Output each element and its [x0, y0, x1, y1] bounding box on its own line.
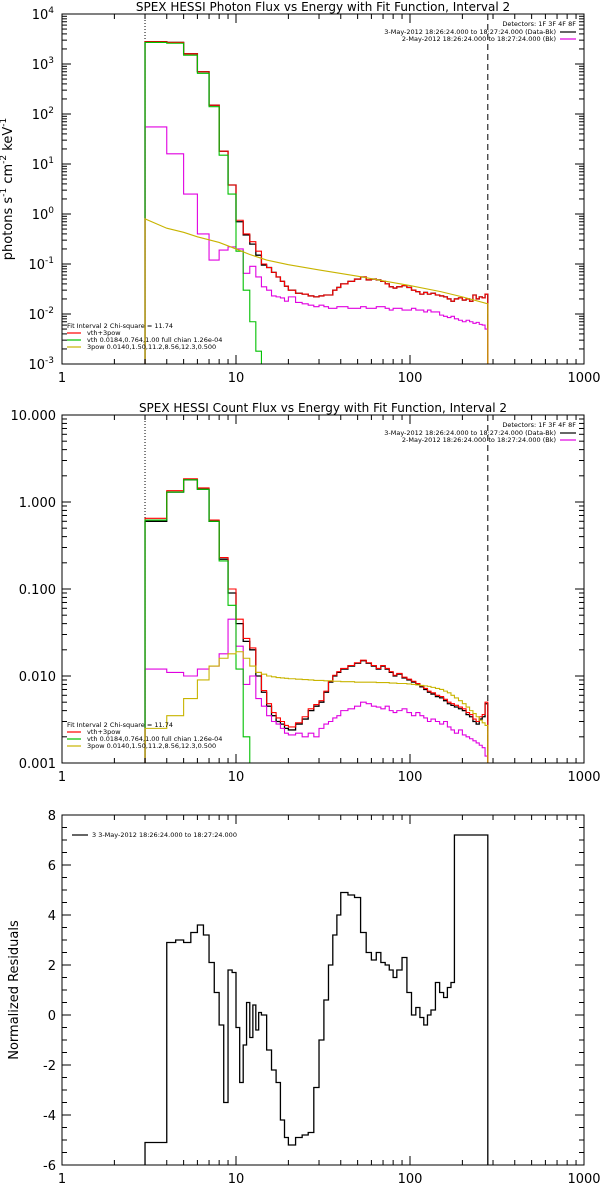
x-tick-label: 1 — [58, 770, 66, 785]
y-tick-exponent: -3 — [45, 356, 54, 366]
y-tick-label: -2 — [43, 1059, 56, 1074]
legend-header: Fit Interval 2 Chi-square = 11.74 — [67, 721, 173, 729]
series-line-2 — [144, 126, 489, 364]
y-tick-label: 8 — [48, 809, 56, 824]
legend-entry-text: vth+3pow — [87, 329, 121, 337]
legend-entry-text: vth 0.0184,0.764,1.00 full chian 1.26e-0… — [87, 336, 222, 344]
y-tick-base: 10 — [28, 308, 45, 323]
series-group — [144, 478, 489, 763]
y-tick-base: 10 — [32, 158, 49, 173]
y-tick-base: 10 — [32, 208, 49, 223]
y-tick-label: 1.000 — [19, 496, 56, 511]
y-tick-label: 104 — [32, 6, 55, 23]
y-label-part: cm — [1, 164, 16, 188]
series-line-1 — [144, 40, 489, 364]
y-tick-base: 10 — [28, 358, 45, 373]
chart-panel-1: SPEX HESSI Photon Flux vs Energy with Fi… — [0, 0, 600, 386]
y-label-sup: -1 — [0, 188, 9, 197]
y-tick-label: 6 — [48, 859, 56, 874]
y-tick-exponent: -1 — [45, 256, 54, 266]
y-tick-label: 0 — [48, 1009, 56, 1024]
chart-title: SPEX HESSI Count Flux vs Energy with Fit… — [139, 401, 507, 415]
y-tick-exponent: 4 — [48, 6, 54, 16]
y-tick-label: -6 — [43, 1159, 56, 1174]
legend-entry-text: 2-May-2012 18:26:24.000 to 18:27:24.000 … — [402, 35, 556, 43]
x-tick-label: 1000 — [567, 770, 600, 785]
series-group — [144, 40, 489, 364]
y-tick-exponent: 0 — [48, 206, 54, 216]
y-label-part: keV — [1, 127, 16, 155]
x-tick-label: 100 — [398, 1172, 423, 1187]
y-label-sup: -2 — [0, 155, 9, 164]
y-tick-base: 10 — [32, 8, 49, 23]
series-line-1 — [144, 479, 489, 763]
x-tick-label: 1 — [58, 371, 66, 386]
y-tick-base: 10 — [32, 108, 49, 123]
legend-entry-text: 3pow 0.0140,1.50,11.2,8.56,12.3,0.500 — [87, 742, 216, 750]
y-tick-label: 10-3 — [28, 356, 54, 373]
y-tick-label: 10-1 — [28, 256, 54, 273]
y-tick-label: 10.000 — [11, 409, 57, 424]
legend-entry-text: 3 3-May-2012 18:26:24.000 to 18:27:24.00… — [92, 831, 237, 839]
axes-frame — [61, 814, 585, 1166]
series-line-3 — [144, 478, 489, 763]
y-tick-label: 101 — [32, 156, 54, 173]
legend-header: Fit Interval 2 Chi-square = 11.74 — [67, 322, 173, 330]
y-tick-label: 100 — [32, 206, 55, 223]
chart-panel-2: SPEX HESSI Count Flux vs Energy with Fit… — [11, 401, 600, 785]
y-tick-exponent: 3 — [48, 56, 54, 66]
series-line-4 — [144, 41, 262, 364]
y-tick-label: 102 — [32, 106, 54, 123]
y-tick-label: 103 — [32, 56, 54, 73]
series-line-5 — [144, 218, 489, 364]
axes-frame — [61, 13, 585, 365]
y-tick-label: 4 — [48, 909, 56, 924]
y-tick-exponent: -2 — [45, 306, 54, 316]
legend-entry-text: 3-May-2012 18:26:24.000 to 18:27:24.000 … — [384, 28, 556, 36]
y-label-part: photons s — [1, 197, 16, 261]
legend-entry-text: vth+3pow — [87, 728, 121, 736]
x-tick-label: 100 — [398, 371, 423, 386]
series-line-1 — [144, 834, 489, 1165]
y-tick-label: 0.100 — [19, 583, 56, 598]
y-axis-label: photons s-1 cm-2 keV-1 — [0, 118, 16, 260]
legend-entry-text: 3pow 0.0140,1.50,11.2,8.56,12.3,0.500 — [87, 343, 216, 351]
y-tick-exponent: 2 — [48, 106, 54, 116]
x-tick-label: 10 — [228, 371, 245, 386]
y-tick-label: -4 — [43, 1109, 56, 1124]
x-tick-label: 1000 — [567, 1172, 600, 1187]
y-tick-base: 10 — [28, 258, 45, 273]
axes-frame — [61, 414, 585, 764]
x-tick-label: 100 — [398, 770, 423, 785]
y-axis-label: Normalized Residuals — [7, 920, 22, 1060]
series-line-3 — [144, 41, 489, 364]
x-tick-label: 10 — [228, 770, 245, 785]
y-tick-base: 10 — [32, 58, 49, 73]
y-tick-label: 0.001 — [19, 757, 56, 772]
y-tick-label: 0.010 — [19, 670, 56, 685]
y-tick-label: 2 — [48, 959, 56, 974]
series-line-4 — [144, 479, 251, 763]
series-line-5 — [144, 651, 489, 763]
x-tick-label: 1000 — [567, 371, 600, 386]
series-line-2 — [144, 618, 489, 763]
legend-header: Detectors: 1F 3F 4F 8F — [502, 20, 576, 28]
series-group — [144, 834, 489, 1165]
y-tick-exponent: 1 — [48, 156, 54, 166]
x-tick-label: 1 — [58, 1172, 66, 1187]
legend-header: Detectors: 1F 3F 4F 8F — [502, 421, 576, 429]
legend-entry-text: 2-May-2012 18:26:24.000 to 18:27:24.000 … — [402, 436, 556, 444]
chart-title: SPEX HESSI Photon Flux vs Energy with Fi… — [136, 0, 510, 14]
y-tick-label: 10-2 — [28, 306, 54, 323]
x-tick-label: 10 — [228, 1172, 245, 1187]
chart-panel-3: 1 10 100 1000 -6 -4 -2 0 2 4 6 8 Normalized Residual… — [7, 809, 600, 1187]
legend-entry-text: 3-May-2012 18:26:24.000 to 18:27:24.000 … — [384, 429, 556, 437]
y-label-sup: -1 — [0, 118, 9, 127]
legend-entry-text: vth 0.0184,0.764,1.00 full chian 1.26e-0… — [87, 735, 222, 743]
